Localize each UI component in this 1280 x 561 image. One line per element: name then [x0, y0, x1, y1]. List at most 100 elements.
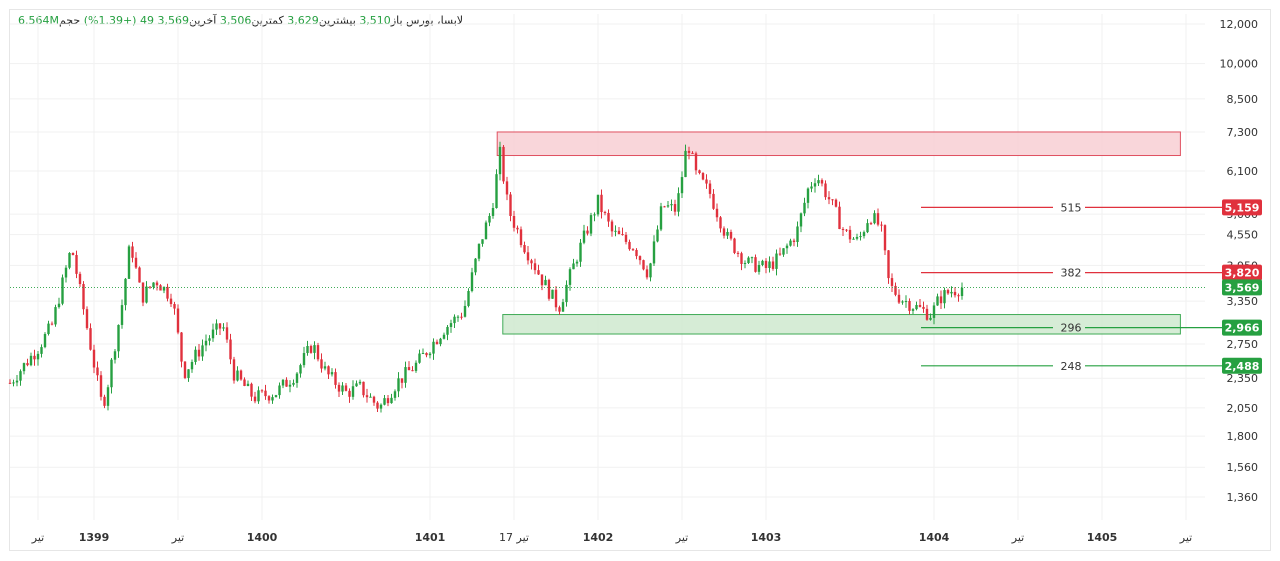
candle-body — [495, 174, 498, 209]
candle-body — [446, 326, 449, 335]
candle-body — [138, 267, 141, 283]
candle-body — [778, 253, 782, 255]
candle-body — [544, 279, 547, 286]
candle-body — [292, 382, 295, 385]
candle-body — [726, 231, 729, 236]
candle-body — [848, 229, 852, 240]
candle-body — [733, 238, 736, 253]
candle-body — [596, 194, 600, 215]
x-tick-label: 1401 — [415, 531, 446, 544]
candle-body — [225, 327, 229, 340]
candle-body — [397, 378, 400, 392]
candle-body — [320, 359, 323, 369]
candle-body — [509, 194, 512, 216]
candle-body — [19, 371, 22, 381]
candle-body — [453, 316, 456, 324]
candle-body — [246, 383, 250, 386]
candle-body — [768, 261, 771, 269]
candle-body — [243, 379, 246, 386]
candle-body — [159, 285, 162, 291]
candle-body — [295, 373, 299, 383]
candle-body — [533, 263, 537, 271]
x-tick-label: 1402 — [583, 531, 614, 544]
candle-body — [127, 246, 131, 279]
candle-body — [26, 363, 29, 366]
candle-body — [834, 199, 838, 207]
candle-body — [754, 257, 757, 272]
candle-body — [642, 260, 645, 270]
x-tick-label: تیر — [1011, 531, 1024, 544]
candle-body — [806, 188, 810, 203]
candle-body — [796, 226, 799, 242]
x-tick-label: 1403 — [751, 531, 782, 544]
candle-body — [932, 305, 936, 318]
candle-body — [85, 309, 89, 329]
candle-body — [215, 323, 218, 330]
candle-body — [166, 286, 169, 299]
candle-body — [694, 153, 698, 171]
candle-body — [173, 304, 176, 309]
x-tick-label: تیر — [1179, 531, 1192, 544]
candle-body — [285, 379, 288, 387]
candle-body — [782, 248, 785, 255]
candle-body — [43, 333, 47, 348]
candle-body — [743, 263, 747, 265]
candle-body — [855, 236, 859, 239]
candle-body — [365, 395, 369, 398]
candle-body — [376, 402, 379, 409]
candle-body — [526, 252, 530, 261]
candle-body — [894, 285, 897, 295]
candle-body — [901, 301, 904, 303]
x-tick-label: تیر — [675, 531, 688, 544]
candle-body — [281, 379, 285, 386]
price-badge — [1222, 319, 1262, 336]
candle-body — [355, 383, 358, 387]
candle-body — [309, 345, 313, 353]
price-badge-label: 2,966 — [1225, 322, 1260, 335]
candle-body — [180, 332, 183, 362]
candle-body — [148, 286, 152, 288]
candle-body — [502, 146, 505, 182]
candle-body — [236, 370, 239, 381]
candle-body — [946, 290, 950, 294]
candle-body — [61, 277, 64, 304]
candle-body — [960, 287, 964, 296]
candle-body — [656, 229, 659, 242]
candle-body — [134, 257, 138, 268]
candle-body — [337, 384, 341, 392]
candle-body — [187, 369, 190, 378]
candle-body — [673, 204, 677, 212]
candle-body — [351, 386, 355, 397]
price-badge-label: 3,820 — [1225, 267, 1260, 280]
candle-body — [393, 391, 397, 398]
candle-body — [264, 390, 267, 397]
candle-body — [523, 245, 526, 253]
support-zone — [502, 314, 1181, 335]
candle-body — [313, 345, 316, 353]
x-tick-label: 1404 — [919, 531, 950, 544]
candle-body — [92, 349, 96, 368]
candle-body — [117, 324, 120, 352]
level-label: 515 — [1061, 201, 1082, 214]
y-tick-label: 1,800 — [1227, 430, 1259, 443]
candle-body — [698, 170, 701, 174]
x-tick-label: تیر — [171, 531, 184, 544]
candle-body — [78, 273, 82, 285]
candle-body — [813, 183, 817, 187]
level-label: 382 — [1061, 267, 1082, 280]
candle-body — [750, 257, 754, 259]
candle-body — [775, 253, 778, 269]
candle-body — [621, 234, 624, 236]
candle-body — [334, 372, 337, 385]
candle-body — [68, 253, 71, 268]
candle-body — [635, 249, 638, 257]
candle-body — [663, 206, 666, 208]
candle-body — [411, 370, 414, 372]
candle-body — [390, 397, 393, 404]
candle-body — [75, 255, 78, 274]
candle-body — [190, 361, 194, 370]
candle-body — [631, 249, 635, 251]
candle-body — [435, 341, 439, 345]
price-badge — [1222, 199, 1262, 216]
